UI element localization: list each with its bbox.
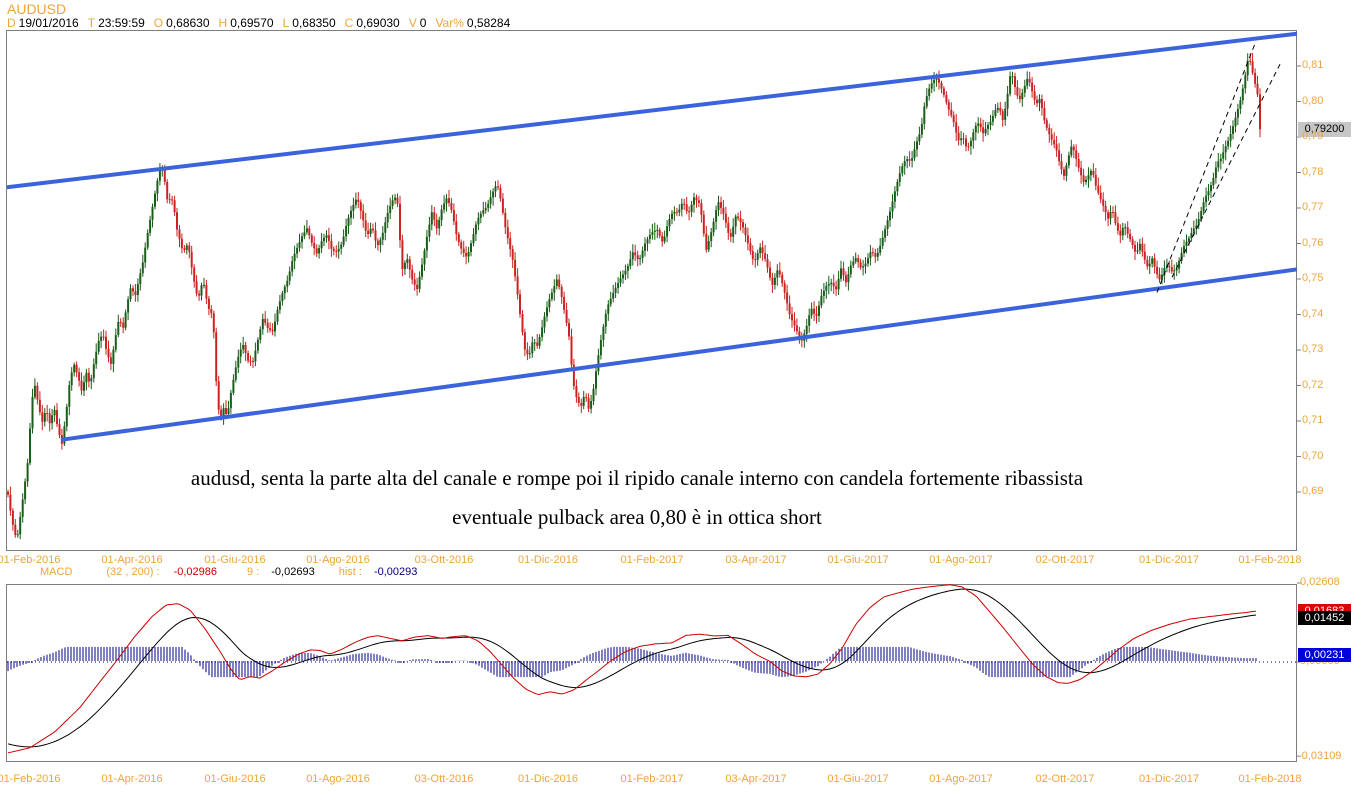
date-axis-label: 02-Ott-2017 <box>1035 773 1095 785</box>
date-axis-label: 01-Giu-2017 <box>827 554 889 566</box>
macd-legend-item: -0,02986 <box>173 566 218 578</box>
ohlc-field-key: H <box>218 16 228 30</box>
price-axis-label: 0,74 <box>1302 307 1324 320</box>
candlestick-series <box>7 31 1297 540</box>
date-axis-label: 01-Feb-2018 <box>1238 773 1302 785</box>
macd-legend-item: -0,02693 <box>271 566 315 578</box>
date-axis-label: 01-Feb-2018 <box>1238 554 1302 566</box>
ohlc-field: C 0,69030 <box>345 16 400 30</box>
price-axis-label: 0,77 <box>1302 201 1324 213</box>
date-axis-label: 03-Ott-2016 <box>414 554 474 566</box>
ohlc-info-bar: D 19/01/2016 T 23:59:59 O 0,68630 H 0,69570 L 0,6… <box>7 16 510 30</box>
ohlc-field-key: T <box>87 16 96 30</box>
ohlc-field: H 0,69570 <box>219 16 274 30</box>
ohlc-field-value: 0,69570 <box>230 16 274 30</box>
date-axis-label: 03-Apr-2017 <box>725 773 787 785</box>
macd-value-tag: 0,01452 <box>1298 611 1351 626</box>
ohlc-field-key: D <box>7 16 16 30</box>
ohlc-field-value: 0,68630 <box>166 16 210 30</box>
ohlc-field: T 23:59:59 <box>88 16 145 30</box>
macd-legend-item: -0,00293 <box>373 566 418 578</box>
annotation-line-1: audusd, senta la parte alta del canale e… <box>190 466 1084 490</box>
price-axis-label: 0,69 <box>1302 485 1324 497</box>
macd-legend-item: hist : <box>338 566 362 578</box>
price-axis-label: 0,71 <box>1302 414 1324 426</box>
macd-axis-label: -0,03109 <box>1298 750 1342 763</box>
price-axis-label: 0,72 <box>1302 378 1324 391</box>
macd-line <box>7 584 1257 754</box>
date-axis-label: 01-Giu-2017 <box>827 773 889 785</box>
date-axis-label: 01-Giu-2016 <box>204 773 266 785</box>
date-axis-label: 01-Apr-2016 <box>101 773 163 785</box>
date-axis-label: 01-Ago-2017 <box>929 554 993 566</box>
price-axis-label: 0,73 <box>1302 343 1324 355</box>
ohlc-field: L 0,68350 <box>283 16 336 30</box>
ohlc-field: D 19/01/2016 <box>7 16 79 30</box>
ohlc-field-value: 0,68350 <box>292 16 336 30</box>
ohlc-field-value: 19/01/2016 <box>18 16 79 30</box>
date-axis-label: 02-Ott-2017 <box>1035 554 1095 566</box>
date-axis-label: 01-Ago-2016 <box>306 554 370 566</box>
date-axis-label: 01-Dic-2017 <box>1139 773 1199 785</box>
price-axis-label: 0,81 <box>1302 59 1324 71</box>
price-axis-label: 0,70 <box>1302 449 1324 462</box>
symbol-title: AUDUSD <box>7 1 67 17</box>
date-axis-label: 01-Ago-2017 <box>929 773 993 785</box>
macd-legend-item: 9 : <box>247 566 260 578</box>
ohlc-field-key: L <box>282 16 290 30</box>
macd-signal-line <box>7 588 1257 748</box>
ohlc-field-value: 0,58284 <box>466 16 511 30</box>
macd-value-tag: 0,00231 <box>1298 648 1351 662</box>
macd-indicator <box>7 584 1296 754</box>
date-axis-label: 01-Dic-2016 <box>518 554 578 566</box>
ohlc-field: O 0,68630 <box>154 16 210 30</box>
date-axis-label: 03-Ott-2016 <box>414 773 474 785</box>
date-axis-label: 01-Feb-2016 <box>0 554 61 566</box>
ohlc-field-value: 0,69030 <box>356 16 400 30</box>
ohlc-field-key: V <box>408 16 417 30</box>
price-axis-label: 0,79 <box>1302 130 1324 142</box>
price-axis-label: 0,75 <box>1302 272 1324 284</box>
date-axis-label: 01-Dic-2017 <box>1139 554 1199 566</box>
price-axis-label: 0,76 <box>1302 236 1324 249</box>
macd-legend: MACD (32 , 200) : -0,02986 9 : -0,02693 hist … <box>40 566 417 578</box>
date-axis-label: 01-Feb-2017 <box>620 554 684 566</box>
price-axis-label: 0,78 <box>1302 165 1324 178</box>
date-axis-label: 01-Apr-2016 <box>101 554 163 566</box>
ohlc-field-key: C <box>344 16 354 30</box>
last-price-tag: 0,79200 <box>1298 122 1351 137</box>
ohlc-field-value: 0 <box>419 16 427 30</box>
ohlc-field-key: O <box>153 16 164 30</box>
date-axis-label: 01-Dic-2016 <box>518 773 578 785</box>
date-axis-label: 03-Apr-2017 <box>725 554 787 566</box>
ohlc-field-key: Var% <box>435 16 464 30</box>
macd-legend-item: (32 , 200) : <box>106 566 160 578</box>
date-axis-label: 01-Feb-2016 <box>0 773 61 785</box>
annotation-line-2: eventuale pulback area 0,80 è in ottica … <box>452 505 822 529</box>
macd-legend-item: MACD <box>40 566 73 578</box>
price-axis-label: 0,80 <box>1302 94 1324 107</box>
macd-axis-label: 0,02608 <box>1300 576 1340 588</box>
date-axis-label: 01-Feb-2017 <box>620 773 684 785</box>
date-axis-label: 01-Ago-2016 <box>306 773 370 785</box>
ohlc-field-value: 23:59:59 <box>98 16 145 30</box>
ohlc-field: Var% 0,58284 <box>435 16 510 30</box>
macd-histogram <box>7 646 1257 678</box>
date-axis-label: 01-Giu-2016 <box>204 554 266 566</box>
